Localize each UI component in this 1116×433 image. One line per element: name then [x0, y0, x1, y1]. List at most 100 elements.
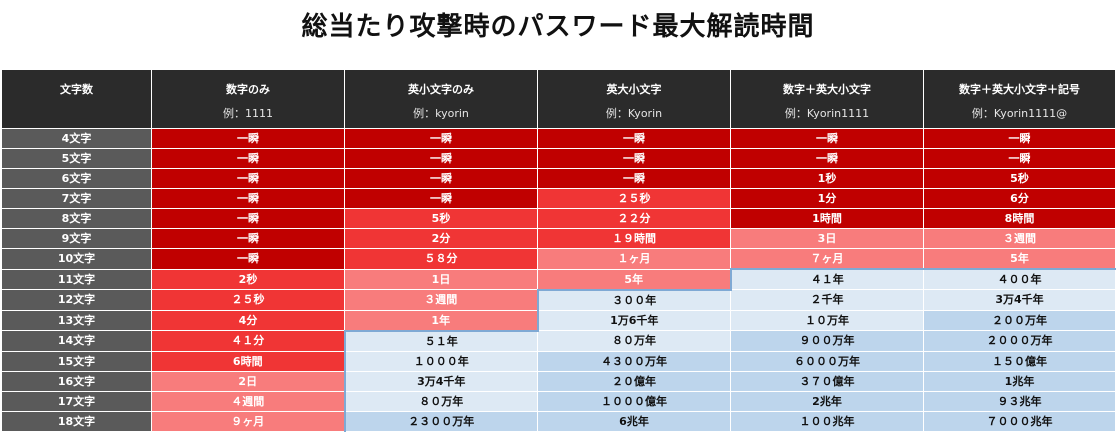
header-cell-mixed-case: 英大小文字 例：Kyorin — [537, 69, 731, 129]
header-cell-digits-mixed-case-symbols: 数字＋英大小文字＋記号 例：Kyorin1111@ — [923, 69, 1116, 129]
time-cell: 1年 — [344, 309, 538, 331]
time-cell: 1分 — [730, 188, 924, 209]
table-row: 6文字 一瞬 一瞬 一瞬 1秒 5秒 — [1, 168, 1116, 189]
table-row: 14文字 ４１分 ５１年 ８０万年 ９００万年 ２０００万年 — [1, 329, 1116, 352]
row-length-label: 7文字 — [1, 188, 152, 209]
time-cell: 一瞬 — [151, 188, 345, 209]
table-row: 9文字 一瞬 2分 １９時間 3日 ３週間 — [1, 228, 1116, 249]
time-cell: ４００年 — [923, 268, 1116, 290]
time-cell: 一瞬 — [151, 148, 345, 169]
time-cell: 一瞬 — [537, 128, 731, 149]
time-cell: ２０億年 — [537, 370, 731, 392]
time-cell: 2兆年 — [730, 390, 924, 412]
time-cell: ９３兆年 — [923, 390, 1116, 412]
row-length-label: 9文字 — [1, 228, 152, 249]
time-cell: 8時間 — [923, 208, 1116, 229]
time-cell: 一瞬 — [151, 248, 345, 270]
time-cell: ８０万年 — [343, 390, 538, 412]
time-cell: 一瞬 — [730, 128, 924, 149]
time-cell: 6時間 — [151, 350, 345, 372]
time-cell: 5年 — [537, 268, 731, 290]
row-length-label: 5文字 — [1, 148, 152, 169]
header-cell-length: 文字数 — [1, 69, 152, 129]
crack-time-table: 文字数 数字のみ 例：1111 英小文字のみ 例：kyorin 英大小文字 例：… — [1, 69, 1116, 432]
time-cell: ２００万年 — [923, 309, 1116, 331]
header-main-label: 数字＋英大小文字＋記号 — [959, 82, 1080, 96]
table-row: 10文字 一瞬 ５８分 １ヶ月 ７ヶ月 5年 — [1, 248, 1116, 270]
time-cell: ３７０億年 — [730, 370, 924, 392]
header-main-label: 文字数 — [60, 82, 93, 96]
time-cell: １ヶ月 — [537, 248, 731, 270]
time-cell: １０万年 — [730, 309, 924, 331]
time-cell: ４週間 — [151, 390, 345, 412]
header-cell-lowercase: 英小文字のみ 例：kyorin — [344, 69, 538, 129]
row-length-label: 10文字 — [1, 248, 152, 270]
time-cell: 2秒 — [151, 268, 345, 290]
time-cell: ９ヶ月 — [151, 410, 345, 432]
time-cell: 6分 — [923, 188, 1116, 209]
table-row: 17文字 ４週間 ８０万年 １０００億年 2兆年 ９３兆年 — [1, 390, 1116, 412]
time-cell: ２千年 — [730, 289, 924, 311]
header-example-label: 例：Kyorin1111@ — [971, 106, 1068, 120]
time-cell: 5秒 — [923, 168, 1116, 189]
time-cell: 一瞬 — [344, 128, 538, 149]
time-cell: 4分 — [151, 309, 345, 331]
time-cell: 一瞬 — [151, 128, 345, 149]
row-length-label: 18文字 — [1, 410, 152, 432]
header-example-label: 例：Kyorin1111 — [784, 106, 870, 120]
row-length-label: 11文字 — [1, 268, 152, 290]
time-cell: 2分 — [344, 228, 538, 249]
header-row: 文字数 数字のみ 例：1111 英小文字のみ 例：kyorin 英大小文字 例：… — [1, 69, 1116, 129]
row-length-label: 4文字 — [1, 128, 152, 149]
time-cell: 一瞬 — [344, 188, 538, 209]
time-cell: 1万6千年 — [536, 309, 731, 331]
table-row: 7文字 一瞬 一瞬 ２５秒 1分 6分 — [1, 188, 1116, 209]
time-cell: 3日 — [730, 228, 924, 249]
time-cell: ９００万年 — [730, 330, 924, 352]
time-cell: 一瞬 — [151, 208, 345, 229]
time-cell: １０００億年 — [537, 390, 731, 412]
time-cell: ７０００兆年 — [923, 410, 1116, 432]
time-cell: 1時間 — [730, 208, 924, 229]
table-row: 13文字 4分 1年 1万6千年 １０万年 ２００万年 — [1, 309, 1116, 331]
row-length-label: 6文字 — [1, 168, 152, 189]
table-row: 12文字 ２５秒 ３週間 ３００年 ２千年 3万4千年 — [1, 288, 1116, 311]
time-cell: ２５秒 — [537, 188, 731, 209]
row-length-label: 17文字 — [1, 390, 152, 412]
time-cell: １５０億年 — [923, 350, 1116, 372]
time-cell: 5年 — [923, 248, 1116, 270]
time-cell: 一瞬 — [537, 148, 731, 169]
page-title: 総当たり攻撃時のパスワード最大解読時間 — [301, 12, 815, 42]
time-cell: １９時間 — [537, 228, 731, 249]
time-cell: 1秒 — [730, 168, 924, 189]
header-main-label: 英小文字のみ — [408, 82, 474, 96]
time-cell: 一瞬 — [730, 148, 924, 169]
header-example-label: 例：kyorin — [413, 106, 469, 120]
time-cell: 6兆年 — [537, 410, 731, 432]
time-cell: ４１分 — [151, 330, 345, 352]
time-cell: 一瞬 — [344, 148, 538, 169]
time-cell: 1日 — [344, 268, 538, 290]
time-cell: ３週間 — [923, 228, 1116, 249]
row-length-label: 8文字 — [1, 208, 152, 229]
time-cell: ７ヶ月 — [730, 248, 924, 270]
header-cell-digits-mixed-case: 数字＋英大小文字 例：Kyorin1111 — [730, 69, 924, 129]
table-row: 8文字 一瞬 5秒 ２２分 1時間 8時間 — [1, 208, 1116, 229]
time-cell: ３００年 — [536, 288, 731, 311]
header-main-label: 数字＋英大小文字 — [783, 82, 871, 96]
time-cell: 一瞬 — [923, 148, 1116, 169]
time-cell: 一瞬 — [151, 228, 345, 249]
table-row: 16文字 2日 3万4千年 ２０億年 ３７０億年 1兆年 — [1, 370, 1116, 392]
table-row: 5文字 一瞬 一瞬 一瞬 一瞬 一瞬 — [1, 148, 1116, 169]
row-length-label: 14文字 — [1, 330, 152, 352]
table-row: 18文字 ９ヶ月 ２３００万年 6兆年 １００兆年 ７０００兆年 — [1, 410, 1116, 432]
table-body: 4文字 一瞬 一瞬 一瞬 一瞬 一瞬 5文字 一瞬 一瞬 一瞬 一瞬 一瞬 6文字 一瞬 一瞬 一瞬 1秒 5秒 7… — [1, 128, 1116, 432]
time-cell: ２５秒 — [151, 289, 345, 311]
time-cell: 一瞬 — [537, 168, 731, 189]
time-cell: ４３００万年 — [537, 350, 731, 372]
time-cell: 一瞬 — [923, 128, 1116, 149]
time-cell: ８０万年 — [537, 330, 731, 352]
time-cell: 5秒 — [344, 208, 538, 229]
row-length-label: 16文字 — [1, 370, 152, 392]
time-cell: ５１年 — [343, 329, 538, 352]
